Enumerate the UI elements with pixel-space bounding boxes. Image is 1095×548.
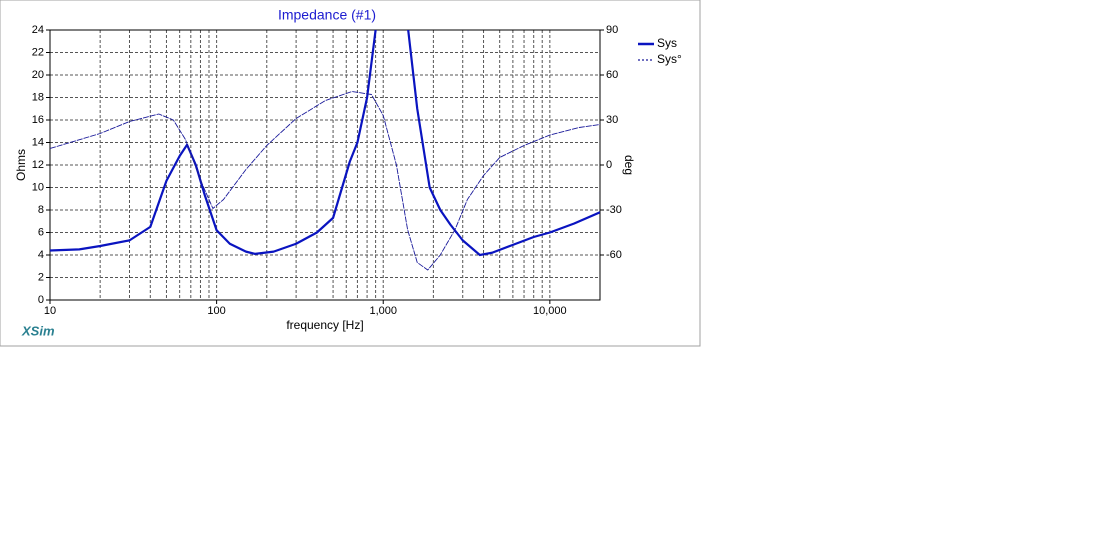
y-tick-label: 10 [32,181,44,193]
y-tick-label: 12 [32,159,44,171]
y2-tick-label: 30 [606,114,618,126]
y-tick-label: 4 [38,249,44,261]
y2-tick-label: 60 [606,69,618,81]
series-line [50,91,600,271]
x-axis-label: frequency [Hz] [286,318,363,332]
chart-title: Impedance (#1) [278,7,376,23]
y2-tick-label: 90 [606,24,618,36]
y2-tick-label: -30 [606,204,622,216]
y-tick-label: 22 [32,46,44,58]
y-tick-label: 24 [32,24,44,36]
y-tick-label: 6 [38,226,44,238]
x-tick-label: 10 [44,305,56,317]
y-tick-label: 0 [38,294,44,306]
y-tick-label: 18 [32,91,44,103]
y-tick-label: 2 [38,271,44,283]
y-tick-label: 8 [38,204,44,216]
y2-axis-label: deg [622,155,636,175]
y-tick-label: 20 [32,69,44,81]
y2-tick-label: 0 [606,159,612,171]
legend-label: Sys [657,36,677,50]
series-line [50,30,600,257]
y-axis-label: Ohms [14,149,28,181]
y-tick-label: 14 [32,136,44,148]
y-tick-label: 16 [32,114,44,126]
y2-tick-label: -60 [606,249,622,261]
watermark: XSim [21,323,55,338]
legend-label: Sys° [657,52,682,66]
x-tick-label: 10,000 [533,305,567,317]
plot-border [49,29,601,301]
x-tick-label: 1,000 [369,305,397,317]
chart-panel [0,0,701,347]
x-tick-label: 100 [207,305,225,317]
